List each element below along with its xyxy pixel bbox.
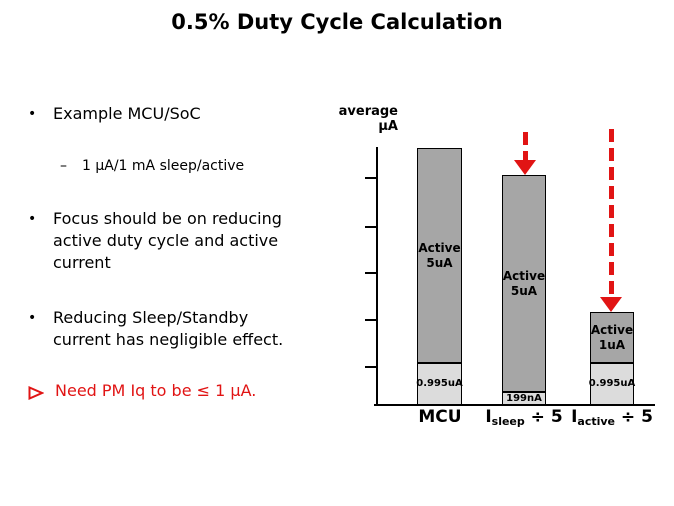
x-label-subscript: sleep	[491, 415, 525, 428]
y-axis-label-line2: µA	[378, 119, 398, 134]
x-label-text: MCU	[418, 407, 462, 427]
bullet-dot: •	[28, 310, 37, 326]
x-axis	[374, 404, 655, 406]
y-axis-tick	[365, 319, 377, 321]
x-label-mcu: MCU	[405, 407, 475, 427]
bar-active-label-line2: 5uA	[426, 255, 453, 270]
page-title: 0.5% Duty Cycle Calculation	[171, 10, 503, 34]
arrow-bullet-icon	[28, 380, 55, 406]
bullet-dot: •	[28, 106, 37, 122]
x-label-iactive: Iactive ÷ 5	[566, 407, 658, 428]
y-axis-label-line1: average	[338, 104, 398, 119]
bar-sleep-label: 0.995uA	[588, 378, 636, 389]
bullet-text: Reducing Sleep/Standby current has negli…	[53, 308, 284, 349]
bar-mcu-active-segment: Active 5uA	[417, 148, 462, 363]
bar-iactive-sleep-segment: 0.995uA	[588, 363, 636, 405]
arrow-shaft	[523, 132, 528, 160]
bullet-text: Need PM Iq to be ≤ 1 µA.	[55, 381, 257, 400]
y-axis-tick	[365, 226, 377, 228]
bar-isleep-sleep-segment: 199nA	[502, 392, 546, 405]
y-axis	[376, 147, 378, 405]
y-axis-tick	[365, 177, 377, 179]
y-axis-tick	[365, 272, 377, 274]
bullet-text: Focus should be on reducing active duty …	[53, 209, 282, 272]
y-axis-label: average µA	[330, 104, 398, 134]
bar-isleep-active-segment: Active 5uA	[502, 175, 546, 392]
x-label-text: I	[485, 407, 492, 427]
bar-active-label-line2: 5uA	[510, 283, 538, 298]
bullet-text: Example MCU/SoC	[53, 104, 201, 123]
x-label-isleep: Isleep ÷ 5	[478, 407, 570, 428]
bullet-dot: •	[28, 211, 37, 227]
bar-iactive-active-segment: Active 1uA	[590, 312, 634, 363]
bar-active-label-line1: Active	[418, 240, 461, 255]
bar-active-label-line2: 1uA	[598, 337, 626, 352]
x-label-text: I	[571, 407, 578, 427]
arrow-shaft	[609, 129, 614, 297]
arrow-head	[600, 297, 622, 312]
bullet-reducing-sleep: • Reducing Sleep/Standby current has neg…	[28, 307, 358, 351]
sub-bullet-sleep-active: – 1 µA/1 mA sleep/active	[60, 156, 360, 176]
bar-mcu-sleep-segment: 0.995uA	[416, 363, 463, 405]
bar-sleep-label: 0.995uA	[416, 378, 463, 389]
bar-sleep-label: 199nA	[506, 392, 542, 404]
bar-active-label-line1: Active	[502, 268, 546, 283]
y-axis-tick	[365, 366, 377, 368]
bullet-need-pm-iq: Need PM Iq to be ≤ 1 µA.	[28, 380, 358, 406]
bullet-dash: –	[60, 158, 67, 174]
arrow-head	[514, 160, 536, 175]
bullet-focus: • Focus should be on reducing active dut…	[28, 208, 348, 274]
bar-active-label-line1: Active	[590, 322, 634, 337]
x-label-subscript: active	[577, 415, 615, 428]
x-label-suffix: ÷ 5	[615, 407, 653, 427]
sub-bullet-text: 1 µA/1 mA sleep/active	[82, 158, 245, 174]
bullet-example-mcu: • Example MCU/SoC	[28, 103, 348, 125]
x-label-suffix: ÷ 5	[524, 407, 563, 427]
